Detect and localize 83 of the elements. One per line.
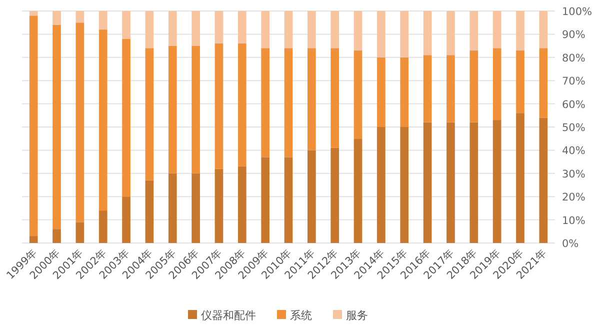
bar: [539, 118, 548, 243]
y-tick-label: 0%: [562, 238, 579, 250]
bar: [354, 138, 362, 243]
bar: [98, 210, 108, 243]
bar: [330, 11, 340, 48]
bar: [308, 11, 316, 48]
bar: [470, 11, 478, 50]
y-tick-label: 10%: [562, 214, 586, 227]
bar: [470, 122, 478, 243]
bar: [330, 48, 340, 148]
bar: [192, 46, 200, 174]
bar: [238, 11, 246, 44]
bar: [492, 120, 502, 243]
bar: [261, 48, 270, 158]
bar: [377, 57, 386, 127]
bar: [52, 24, 61, 230]
bar: [354, 11, 362, 50]
y-tick-label: 100%: [562, 6, 592, 18]
bar: [330, 148, 340, 243]
bar: [261, 11, 270, 48]
bar: [122, 11, 130, 39]
bar: [354, 50, 362, 139]
bar: [539, 48, 548, 118]
bar: [516, 50, 524, 114]
bar: [52, 229, 61, 243]
bar: [214, 43, 224, 169]
bar: [516, 11, 524, 50]
bar: [400, 11, 409, 58]
bar: [470, 50, 478, 122]
bar: [423, 122, 432, 243]
bar: [446, 11, 455, 56]
y-tick-label: 30%: [562, 168, 586, 180]
bar: [29, 236, 38, 243]
y-tick-label: 50%: [562, 122, 586, 134]
y-tick-label: 70%: [562, 76, 586, 88]
bar: [492, 11, 502, 48]
bar: [423, 11, 432, 56]
bar: [284, 11, 293, 48]
bar: [98, 30, 108, 211]
bar: [145, 180, 154, 243]
bar: [168, 173, 177, 243]
bar: [214, 11, 224, 44]
legend-label: 系统: [290, 309, 312, 322]
bar: [98, 11, 108, 30]
bar: [168, 11, 177, 46]
bar: [145, 11, 154, 48]
bar: [400, 57, 409, 127]
bar: [76, 22, 84, 222]
bar: [76, 11, 84, 23]
bar: [145, 48, 154, 180]
bar: [284, 157, 293, 243]
bar: [516, 113, 524, 243]
bar: [52, 11, 61, 25]
bar: [308, 150, 316, 243]
bar: [192, 173, 200, 243]
bar: [377, 127, 386, 243]
bar: [377, 11, 386, 58]
bar: [261, 157, 270, 243]
bar: [122, 196, 130, 243]
bar: [238, 43, 246, 166]
y-tick-label: 60%: [562, 98, 586, 111]
y-tick-label: 90%: [562, 29, 586, 42]
bar: [214, 168, 224, 243]
bar: [168, 46, 177, 174]
legend-label: 仪器和配件: [201, 309, 256, 322]
y-tick-label: 40%: [562, 145, 586, 158]
bar: [76, 222, 84, 243]
bar: [446, 122, 455, 243]
bar: [539, 11, 548, 48]
bar: [29, 11, 38, 16]
bar: [122, 38, 130, 197]
legend-label: 服务: [346, 309, 368, 322]
bar: [446, 55, 455, 122]
bar: [284, 48, 293, 158]
bar: [308, 48, 316, 150]
bar: [238, 166, 246, 243]
bar: [492, 48, 502, 120]
bar: [192, 11, 200, 46]
bar: [29, 16, 38, 236]
y-tick-label: 20%: [562, 192, 586, 204]
bar: [400, 127, 409, 243]
y-tick-label: 80%: [562, 52, 586, 64]
bar: [423, 55, 432, 122]
